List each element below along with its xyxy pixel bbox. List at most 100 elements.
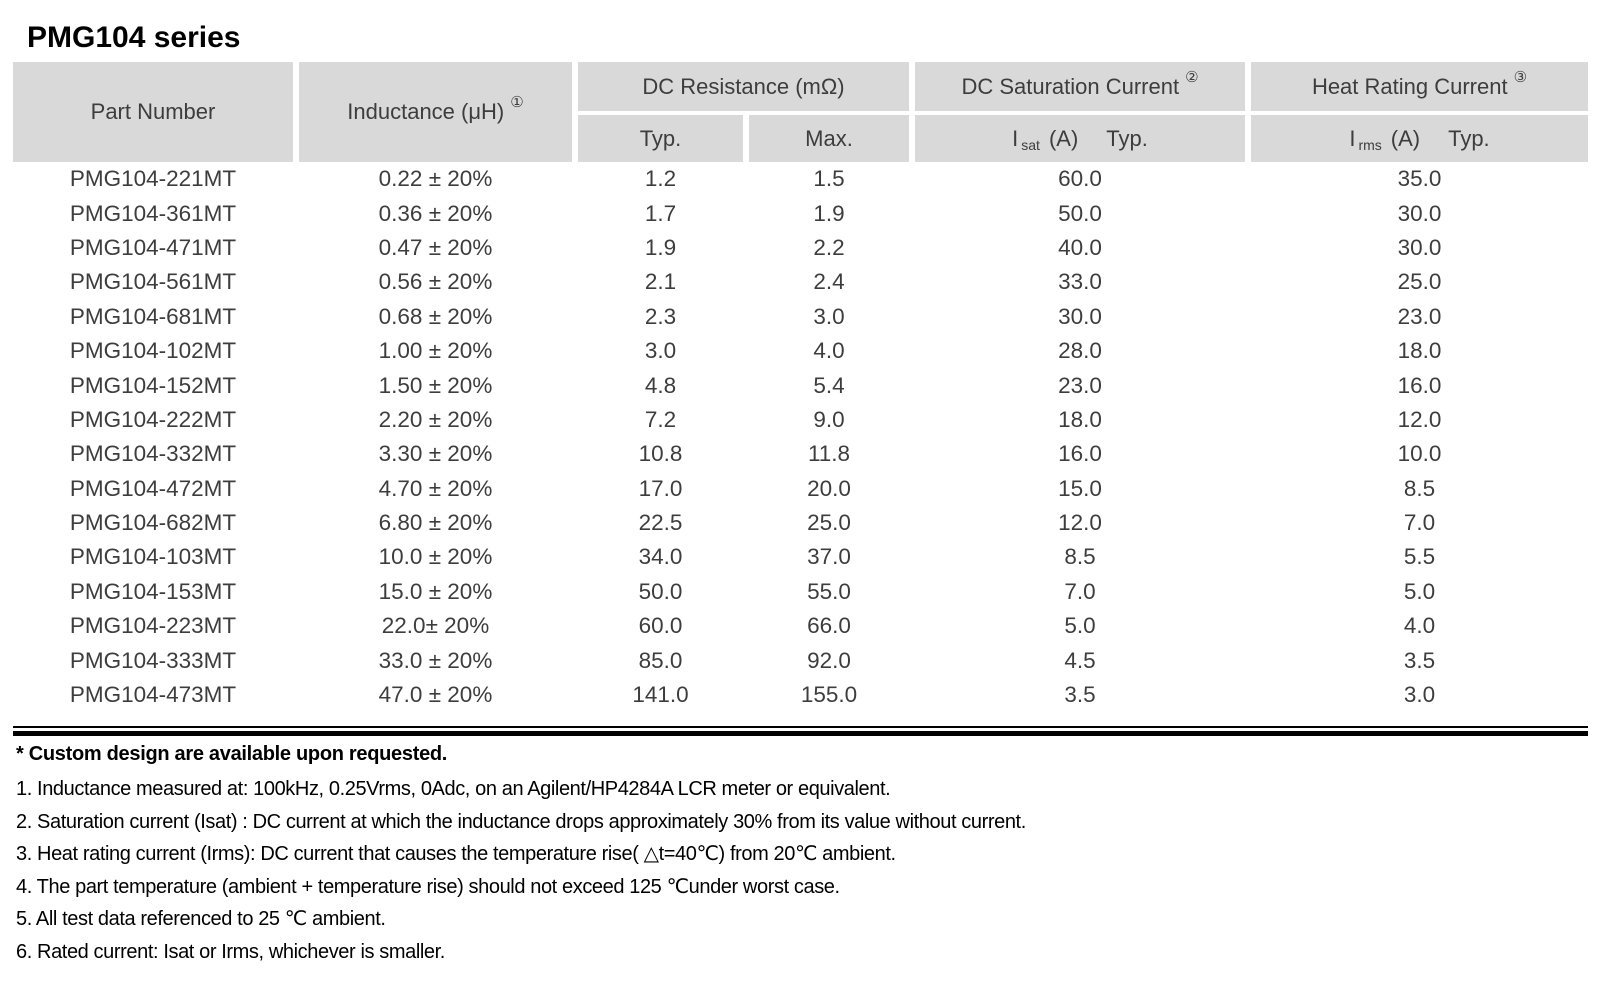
page-title: PMG104 series	[27, 21, 241, 54]
cell-dcr-max: 11.8	[807, 441, 851, 467]
cell-irms: 25.0	[1397, 269, 1442, 295]
header-dc-resistance: DC Resistance (mΩ)	[578, 62, 909, 111]
footnote-marker-3: ③	[1513, 67, 1528, 86]
table-row: PMG104-221MT 0.22 ± 20% 1.2 1.5 60.0 35.…	[13, 162, 1588, 196]
header-irms-symbol: I	[1349, 125, 1356, 151]
cell-dcr-typ: 3.0	[644, 338, 677, 364]
footnote-6: 6. Rated current: Isat or Irms, whicheve…	[16, 940, 445, 963]
cell-part-number: PMG104-473MT	[69, 682, 237, 708]
cell-part-number: PMG104-561MT	[69, 269, 237, 295]
header-irms: I rms (A) Typ.	[1251, 115, 1588, 162]
cell-inductance: 2.20 ± 20%	[378, 406, 493, 432]
cell-dcr-typ: 2.1	[644, 269, 677, 295]
cell-part-number: PMG104-681MT	[69, 303, 237, 329]
footnote-marker-2: ②	[1185, 67, 1199, 86]
cell-irms: 5.5	[1403, 544, 1436, 570]
cell-inductance: 33.0 ± 20%	[378, 647, 493, 673]
table-row: PMG104-471MT 0.47 ± 20% 1.9 2.2 40.0 30.…	[13, 231, 1588, 265]
cell-part-number: PMG104-152MT	[69, 372, 237, 398]
cell-irms: 30.0	[1397, 234, 1442, 260]
cell-dcr-typ: 2.3	[644, 303, 677, 329]
cell-isat: 40.0	[1058, 234, 1102, 260]
cell-dcr-max: 4.0	[813, 338, 845, 364]
cell-inductance: 4.70 ± 20%	[378, 475, 493, 501]
cell-dcr-max: 66.0	[807, 613, 851, 639]
cell-dcr-typ: 1.9	[644, 234, 677, 260]
footnote-3: 3. Heat rating current (Irms): DC curren…	[16, 843, 896, 866]
header-dcr-typ-label: Typ.	[639, 125, 682, 151]
table-row: PMG104-222MT 2.20 ± 20% 7.2 9.0 18.0 12.…	[13, 403, 1588, 437]
cell-dcr-max: 3.0	[813, 303, 845, 329]
cell-isat: 15.0	[1058, 475, 1102, 501]
cell-irms: 5.0	[1403, 578, 1436, 604]
cell-dcr-max: 37.0	[807, 544, 851, 570]
cell-inductance: 3.30 ± 20%	[378, 441, 493, 467]
cell-part-number: PMG104-222MT	[69, 406, 237, 432]
cell-part-number: PMG104-682MT	[69, 510, 237, 536]
cell-part-number: PMG104-472MT	[69, 475, 237, 501]
cell-part-number: PMG104-221MT	[69, 166, 237, 192]
table-row: PMG104-152MT 1.50 ± 20% 4.8 5.4 23.0 16.…	[13, 368, 1588, 402]
table-header: Part Number Inductance (μH) ① DC Resista…	[13, 62, 1588, 162]
table-row: PMG104-472MT 4.70 ± 20% 17.0 20.0 15.0 8…	[13, 472, 1588, 506]
cell-irms: 4.0	[1403, 613, 1436, 639]
cell-dcr-max: 5.4	[813, 372, 845, 398]
header-isat-symbol: I	[1012, 125, 1019, 151]
cell-dcr-typ: 22.5	[638, 510, 683, 536]
header-dc-saturation: DC Saturation Current ②	[915, 62, 1245, 111]
cell-irms: 12.0	[1397, 406, 1442, 432]
cell-inductance: 15.0 ± 20%	[378, 578, 493, 604]
header-isat-typ: Typ.	[1106, 125, 1148, 151]
header-irms-subscript: rms	[1358, 136, 1382, 153]
custom-design-note: * Custom design are available upon reque…	[16, 743, 448, 766]
cell-isat: 8.5	[1064, 544, 1096, 570]
cell-isat: 5.0	[1064, 613, 1096, 639]
header-dc-resistance-label: DC Resistance (mΩ)	[642, 73, 845, 99]
cell-irms: 16.0	[1397, 372, 1442, 398]
cell-dcr-max: 2.2	[813, 234, 845, 260]
cell-irms: 10.0	[1397, 441, 1442, 467]
header-isat-subscript: sat	[1021, 136, 1040, 153]
header-dcr-typ: Typ.	[578, 115, 743, 162]
specs-table: Part Number Inductance (μH) ① DC Resista…	[13, 62, 1588, 737]
table-row: PMG104-361MT 0.36 ± 20% 1.7 1.9 50.0 30.…	[13, 196, 1588, 230]
footnotes: * Custom design are available upon reque…	[13, 742, 1599, 963]
cell-part-number: PMG104-361MT	[69, 200, 237, 226]
cell-isat: 4.5	[1064, 647, 1096, 673]
datasheet-page: PMG104 series Part Number Inductance (μH…	[13, 21, 1599, 963]
header-inductance: Inductance (μH) ①	[299, 62, 572, 162]
cell-isat: 60.0	[1058, 166, 1102, 192]
table-bottom-rule-thin	[13, 726, 1588, 729]
cell-part-number: PMG104-102MT	[69, 338, 237, 364]
cell-inductance: 0.68 ± 20%	[378, 303, 493, 329]
header-irms-unit: (A)	[1390, 125, 1421, 151]
cell-dcr-max: 92.0	[807, 647, 851, 673]
cell-irms: 8.5	[1403, 475, 1436, 501]
cell-dcr-max: 1.5	[813, 166, 845, 192]
cell-irms: 3.5	[1403, 647, 1436, 673]
cell-inductance: 0.36 ± 20%	[378, 200, 493, 226]
header-irms-typ: Typ.	[1448, 125, 1490, 151]
cell-dcr-typ: 17.0	[638, 475, 683, 501]
cell-dcr-typ: 34.0	[638, 544, 683, 570]
cell-isat: 28.0	[1058, 338, 1102, 364]
cell-isat: 30.0	[1058, 303, 1102, 329]
cell-isat: 33.0	[1058, 269, 1102, 295]
cell-irms: 35.0	[1397, 166, 1442, 192]
table-row: PMG104-333MT 33.0 ± 20% 85.0 92.0 4.5 3.…	[13, 643, 1588, 677]
cell-isat: 16.0	[1058, 441, 1102, 467]
cell-irms: 23.0	[1397, 303, 1442, 329]
table-row: PMG104-561MT 0.56 ± 20% 2.1 2.4 33.0 25.…	[13, 265, 1588, 299]
cell-dcr-max: 2.4	[813, 269, 845, 295]
header-heat-rating: Heat Rating Current ③	[1251, 62, 1588, 111]
cell-inductance: 0.22 ± 20%	[378, 166, 493, 192]
cell-dcr-typ: 4.8	[644, 372, 677, 398]
cell-inductance: 47.0 ± 20%	[378, 682, 493, 708]
footnote-4: 4. The part temperature (ambient + tempe…	[16, 875, 840, 898]
cell-part-number: PMG104-332MT	[69, 441, 237, 467]
cell-part-number: PMG104-223MT	[69, 613, 237, 639]
cell-inductance: 1.50 ± 20%	[378, 372, 493, 398]
table-row: PMG104-681MT 0.68 ± 20% 2.3 3.0 30.0 23.…	[13, 300, 1588, 334]
cell-isat: 50.0	[1058, 200, 1102, 226]
header-isat: I sat (A) Typ.	[915, 115, 1245, 162]
